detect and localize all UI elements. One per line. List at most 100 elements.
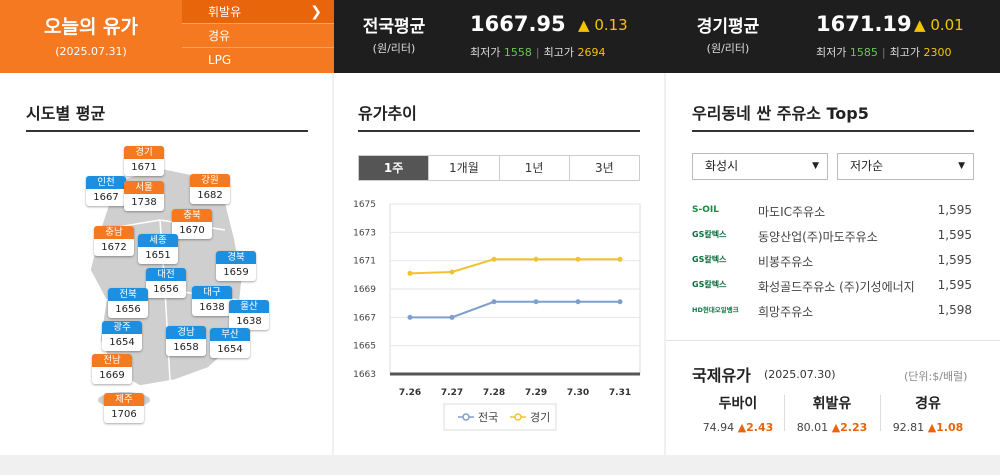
brand-name: HD현대오일뱅크 <box>692 306 739 314</box>
station-row[interactable]: S-OIL 마도IC주유소 1,595 <box>692 198 974 223</box>
station-row[interactable]: HD현대오일뱅크 희망주유소 1,598 <box>692 298 974 323</box>
region-badge[interactable]: 강원 1682 <box>190 174 230 204</box>
caret-down-icon: ▼ <box>958 161 965 171</box>
region-price: 1656 <box>153 284 179 295</box>
national-max: 2694 <box>577 46 606 59</box>
station-row[interactable]: GS칼텍스 화성골드주유소 (주)기성에너지 1,595 <box>692 273 974 298</box>
brand-name: S-OIL <box>692 205 719 215</box>
regional-title: 시도별 평균 <box>26 104 106 123</box>
today-title: 오늘의 유가 <box>43 16 138 38</box>
region-badge[interactable]: 충북 1670 <box>172 209 212 239</box>
region-badge[interactable]: 세종 1651 <box>138 234 178 264</box>
region-badge[interactable]: 서울 1738 <box>124 181 164 211</box>
region-name: 전남 <box>92 354 132 367</box>
intl-change: 1.08 <box>936 421 964 434</box>
region-name: 부산 <box>210 328 250 341</box>
title-underline <box>692 130 974 132</box>
station-name: 희망주유소 <box>758 305 814 319</box>
national-minmax: 최저가 1558 | 최고가 2694 <box>470 46 606 59</box>
brand-name: GS칼텍스 <box>692 280 727 289</box>
region-badge[interactable]: 충남 1672 <box>94 226 134 256</box>
min-label: 최저가 <box>470 46 501 59</box>
data-point <box>407 314 413 320</box>
intl-name: 휘발유 <box>812 396 852 412</box>
fuel-type-menu: 휘발유 ❯ 경유 LPG <box>182 0 334 73</box>
tab-3-years[interactable]: 3년 <box>569 156 639 180</box>
region-price: 1682 <box>197 190 223 201</box>
region-badge[interactable]: 대전 1656 <box>146 268 186 298</box>
national-title: 전국평균 <box>362 17 426 37</box>
data-point <box>407 270 413 276</box>
city-select[interactable]: 화성시 ▼ <box>692 153 828 180</box>
intl-dubai: 두바이 74.94 ▲2.43 <box>694 393 782 434</box>
up-triangle-icon: ▲ <box>831 421 841 434</box>
legend-box <box>443 403 557 431</box>
gyeonggi-price: 1671.19 <box>816 12 912 36</box>
data-point <box>533 256 539 262</box>
region-name: 대전 <box>146 268 186 281</box>
sort-select[interactable]: 저가순 ▼ <box>837 153 974 180</box>
legend-label: 경기 <box>530 411 550 424</box>
fuel-tab-gasoline[interactable]: 휘발유 ❯ <box>182 0 334 24</box>
intl-value-row: 74.94 ▲2.43 <box>694 421 782 434</box>
intl-change: 2.43 <box>746 421 774 434</box>
national-price: 1667.95 <box>470 12 566 36</box>
intl-value: 74.94 <box>702 421 735 434</box>
intl-unit: (단위:$/배럴) <box>904 370 968 383</box>
region-badge[interactable]: 인천 1667 <box>86 176 126 206</box>
region-badge[interactable]: 울산 1638 <box>229 300 269 330</box>
region-badge[interactable]: 전남 1669 <box>92 354 132 384</box>
series-line <box>409 258 620 275</box>
brand-name: GS칼텍스 <box>692 230 727 239</box>
legend-marker <box>462 413 470 421</box>
up-triangle-icon: ▲ <box>737 421 747 434</box>
region-name: 경남 <box>166 326 206 339</box>
gyeonggi-max: 2300 <box>923 46 952 59</box>
gyeonggi-min: 1585 <box>849 46 878 59</box>
region-price: 1656 <box>115 304 141 315</box>
station-name: 비봉주유소 <box>758 255 814 269</box>
today-date: (2025.07.31) <box>55 45 127 58</box>
station-row[interactable]: GS칼텍스 동양산업(주)마도주유소 1,595 <box>692 223 974 248</box>
station-row[interactable]: GS칼텍스 비봉주유소 1,595 <box>692 248 974 273</box>
y-tick-label: 1675 <box>353 200 376 210</box>
region-price: 1638 <box>199 302 225 313</box>
fuel-tab-lpg[interactable]: LPG <box>182 48 334 72</box>
region-price: 1651 <box>145 250 171 261</box>
data-point <box>449 314 455 320</box>
intl-name: 두바이 <box>718 396 758 412</box>
gyeonggi-change-value: 0.01 <box>930 16 964 34</box>
x-tick-label: 7.26 <box>399 388 421 398</box>
gs-caltex-logo: GS칼텍스 <box>692 277 740 293</box>
region-badge[interactable]: 전북 1656 <box>108 288 148 318</box>
region-badge[interactable]: 경남 1658 <box>166 326 206 356</box>
region-badge[interactable]: 대구 1638 <box>192 286 232 316</box>
region-name: 제주 <box>104 393 144 406</box>
region-price: 1667 <box>93 192 119 203</box>
region-badge[interactable]: 경북 1659 <box>216 251 256 281</box>
hd-hyundai-oilbank-logo: HD현대오일뱅크 <box>692 302 740 318</box>
fuel-tab-diesel[interactable]: 경유 <box>182 24 334 48</box>
column-divider <box>880 395 881 431</box>
tab-1-month[interactable]: 1개월 <box>429 156 500 180</box>
tab-1-week[interactable]: 1주 <box>359 156 430 180</box>
region-badge[interactable]: 광주 1654 <box>102 321 142 351</box>
region-badge[interactable]: 제주 1706 <box>104 393 144 423</box>
legend-marker <box>514 413 522 421</box>
region-badge[interactable]: 경기 1671 <box>124 146 164 176</box>
region-price: 1738 <box>131 197 157 208</box>
up-triangle-icon: ▲ <box>927 421 937 434</box>
min-label: 최저가 <box>816 46 847 59</box>
y-tick-label: 1667 <box>353 313 376 323</box>
x-tick-label: 7.31 <box>609 388 631 398</box>
national-average: 전국평균 (원/리터) 1667.95 ▲ 0.13 최저가 1558 | 최고가 … <box>346 0 666 73</box>
tab-1-year[interactable]: 1년 <box>499 156 570 180</box>
caret-down-icon: ▼ <box>812 161 819 171</box>
region-badge[interactable]: 부산 1654 <box>210 328 250 358</box>
region-name: 경북 <box>216 251 256 264</box>
data-point <box>491 299 497 305</box>
up-triangle-icon: ▲ <box>914 16 926 34</box>
gyeonggi-average: 경기평균 (원/리터) 1671.19 ▲ 0.01 최저가 1585 | 최고가 … <box>680 0 1000 73</box>
trend-title: 유가추이 <box>358 104 417 123</box>
station-name: 마도IC주유소 <box>758 205 826 219</box>
